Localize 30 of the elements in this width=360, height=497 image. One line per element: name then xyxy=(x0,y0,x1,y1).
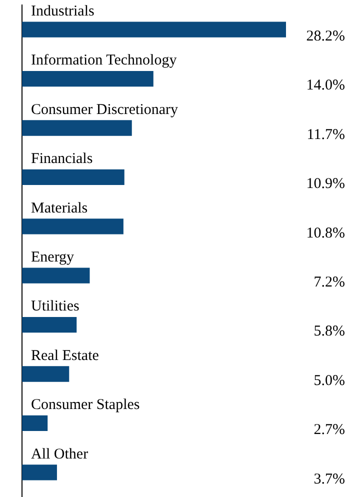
bar xyxy=(22,366,70,382)
y-tick-label: Consumer Discretionary xyxy=(31,102,179,118)
data-label: 28.2% xyxy=(306,28,345,45)
y-tick-label: Information Technology xyxy=(31,52,178,69)
y-tick-label: Energy xyxy=(31,250,75,266)
data-label: 7.2% xyxy=(314,274,345,291)
y-tick-label: Consumer Staples xyxy=(31,397,140,414)
y-tick-label: Real Estate xyxy=(31,348,100,364)
y-tick-label: Materials xyxy=(31,200,88,216)
data-label: 3.7% xyxy=(314,471,345,488)
bar xyxy=(22,120,132,136)
bar xyxy=(22,218,124,234)
bar xyxy=(22,268,90,284)
bar xyxy=(22,464,57,480)
data-label: 2.7% xyxy=(314,422,345,438)
data-label: 10.9% xyxy=(306,176,345,192)
data-label: 5.0% xyxy=(314,372,345,389)
bar xyxy=(22,70,154,87)
bar xyxy=(22,22,286,38)
y-tick-label: Financials xyxy=(31,151,93,168)
y-tick-label: Utilities xyxy=(31,298,80,315)
data-label: 10.8% xyxy=(306,225,345,242)
y-tick-label: All Other xyxy=(31,446,88,462)
data-label: 14.0% xyxy=(306,78,345,94)
bar xyxy=(22,316,77,333)
bar xyxy=(22,169,124,186)
bar xyxy=(22,415,48,432)
y-tick-label: Industrials xyxy=(31,4,94,20)
data-label: 5.8% xyxy=(314,324,345,340)
data-label: 11.7% xyxy=(306,126,345,143)
